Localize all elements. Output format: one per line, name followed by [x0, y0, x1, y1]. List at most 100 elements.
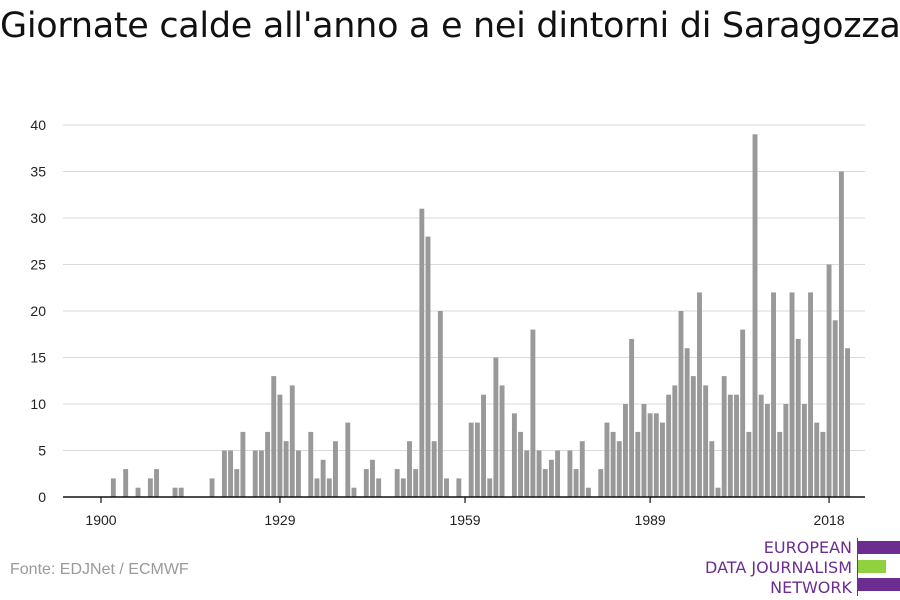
bar — [832, 320, 838, 497]
y-tick-label: 40 — [30, 117, 46, 133]
bar — [721, 376, 727, 497]
bar — [641, 404, 647, 497]
bar — [783, 404, 789, 497]
logo-line-1: EUROPEAN — [763, 538, 852, 557]
bar — [252, 450, 258, 497]
bar — [425, 236, 431, 497]
edjnet-logo: EUROPEAN DATA JOURNALISM NETWORK — [700, 538, 900, 598]
bars — [110, 134, 851, 498]
bar — [511, 413, 517, 497]
bar — [228, 450, 234, 497]
bar — [629, 338, 635, 497]
bar — [623, 404, 628, 497]
x-axis: 1900 1929 1959 1989 2018 — [63, 496, 865, 528]
bar — [234, 469, 240, 497]
source-note: Fonte: EDJNet / ECMWF — [10, 561, 189, 578]
bar — [752, 134, 758, 498]
bar — [758, 394, 764, 497]
logo-bar-top — [858, 541, 900, 554]
y-tick-label: 35 — [30, 164, 46, 180]
bar — [320, 459, 326, 497]
bar — [123, 469, 129, 497]
bar — [172, 487, 178, 497]
bar — [672, 385, 678, 497]
bar — [660, 422, 665, 497]
bar — [703, 385, 709, 497]
bar — [345, 422, 351, 497]
bar — [690, 376, 696, 497]
bar — [370, 459, 375, 497]
logo-text: EUROPEAN DATA JOURNALISM NETWORK — [705, 538, 852, 598]
y-tick-label: 0 — [38, 489, 46, 505]
logo-line-3: NETWORK — [770, 578, 852, 597]
bar — [536, 450, 542, 497]
bar — [746, 431, 752, 497]
bar — [764, 404, 770, 497]
y-tick-label: 20 — [30, 303, 46, 319]
bar — [308, 431, 314, 497]
y-tick-label: 5 — [38, 443, 46, 459]
bar — [518, 431, 524, 497]
bar — [468, 422, 474, 497]
y-tick-label: 15 — [30, 350, 46, 366]
bar — [147, 478, 153, 497]
bar — [314, 478, 320, 497]
bar — [814, 422, 820, 497]
bar — [801, 404, 807, 497]
bar — [407, 441, 412, 497]
chart-title: Giornate calde all'anno a e nei dintorni… — [0, 6, 900, 46]
bar — [777, 431, 783, 497]
bar — [271, 376, 277, 497]
y-tick-label: 25 — [30, 257, 46, 273]
bar — [684, 348, 690, 497]
bar — [481, 394, 486, 497]
bar — [240, 431, 246, 497]
bar — [444, 478, 449, 497]
logo-bar-middle — [858, 560, 900, 573]
bar — [413, 469, 419, 497]
bar — [771, 292, 776, 497]
gridlines — [63, 124, 865, 451]
x-tick-label: 1989 — [635, 512, 666, 528]
bar — [598, 469, 604, 497]
bar — [258, 450, 264, 497]
bar — [740, 329, 746, 497]
bar — [610, 431, 616, 497]
bar — [289, 385, 295, 497]
bar — [727, 394, 733, 497]
y-tick-label: 10 — [30, 396, 46, 412]
bar — [295, 450, 301, 497]
bar — [333, 441, 338, 497]
bar — [209, 478, 215, 497]
bar — [585, 487, 591, 497]
bar — [795, 338, 801, 497]
bar — [567, 450, 573, 497]
bar — [697, 292, 702, 497]
x-tick-label: 1929 — [264, 512, 295, 528]
bar — [363, 469, 369, 497]
bar — [838, 171, 844, 497]
bar — [437, 311, 443, 497]
x-tick-label: 2018 — [813, 512, 844, 528]
bar — [789, 292, 795, 497]
bar — [635, 431, 641, 497]
y-axis: 0 5 10 15 20 25 30 35 40 — [30, 117, 46, 505]
x-tick-label: 1900 — [85, 512, 116, 528]
logo-separator — [857, 538, 858, 596]
bar — [456, 478, 462, 497]
logo-line-2: DATA JOURNALISM — [705, 558, 852, 577]
bar — [394, 469, 400, 497]
bar — [487, 478, 493, 497]
bar — [351, 487, 357, 497]
bar — [135, 487, 141, 497]
bar — [826, 264, 832, 497]
bar — [493, 357, 499, 497]
bar — [845, 348, 851, 497]
bar — [573, 469, 579, 497]
bar — [326, 478, 332, 497]
bar — [221, 450, 227, 497]
bar — [376, 478, 382, 497]
bar — [265, 431, 271, 497]
bar — [277, 394, 283, 497]
bar — [548, 459, 554, 497]
